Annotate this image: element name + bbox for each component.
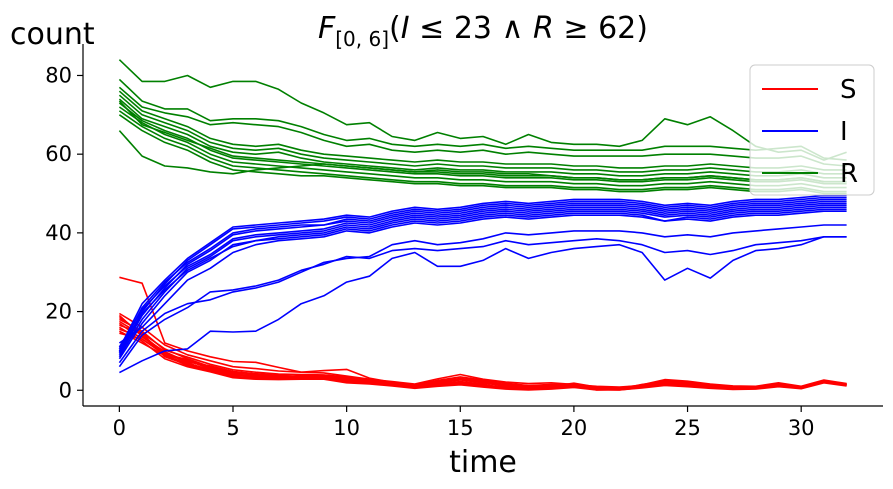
chart-title: F[0, 6](I ≤ 23 ∧ R ≥ 62) [318,11,648,51]
series-line-i-13 [118,236,847,368]
title-open: ( [389,11,401,46]
series-line-i-20 [118,194,847,350]
series-line-s-11 [118,314,847,391]
series-line-s-7 [119,328,847,389]
title-subscript: [0, 6] [335,27,389,51]
series-line-s-10 [119,318,847,390]
title-le: ≤ 23 ∧ [410,11,533,46]
x-tick-label: 0 [113,416,126,440]
y-tick-label: 40 [45,221,72,245]
x-tick-label: 30 [788,416,815,440]
series-line-i-21 [118,202,847,348]
y-tick-label: 60 [45,142,72,166]
x-axis-label: time [449,445,517,480]
y-tick-label: 0 [59,378,72,402]
title-close: ) [636,11,648,46]
title-ge: ≥ 62 [554,11,636,46]
series-line-i-16 [118,204,847,358]
series-line-i-17 [118,200,847,356]
legend-items: SIR [762,75,858,189]
series-line-r-27 [118,90,847,171]
series-line-i-22 [118,210,847,344]
series-line-r-29 [118,98,847,179]
x-tick-label: 15 [447,416,474,440]
title-var-r: R [533,11,554,46]
series-line-i-14 [118,224,847,364]
series-line-i-23 [118,206,847,353]
series-line-r-35 [118,100,847,183]
series-line-r-24 [118,59,847,161]
series-line-i-19 [118,198,847,352]
legend-label-r: R [840,159,858,189]
y-tick-label: 80 [45,63,72,87]
title-main: F [318,11,336,46]
legend: SIR [749,64,875,196]
series-line-r-33 [118,114,847,195]
x-tick-label: 10 [333,416,360,440]
title-var-i: I [401,11,410,46]
legend-label-i: I [840,117,848,147]
x-tick-label: 5 [226,416,239,440]
series-line-r-26 [118,86,847,167]
series-line-r-32 [118,110,847,193]
series-line-r-25 [118,78,847,161]
legend-label-s: S [840,75,857,105]
y-axis-label: count [10,17,95,52]
y-tick-label: 20 [45,300,72,324]
y-ticks: 0 20 40 60 80 [45,63,83,402]
series-line-i-15 [118,208,847,360]
series-line-r-28 [118,94,847,175]
plot-area [118,59,847,391]
series-line-i-18 [118,196,847,354]
series-line-s-2 [118,316,847,390]
x-tick-label: 25 [674,416,701,440]
x-ticks: 0 5 10 15 20 25 30 [113,406,815,440]
x-tick-label: 20 [561,416,588,440]
series-line-r-30 [118,102,847,185]
series-line-r-31 [118,106,847,189]
series-line-i-12 [119,236,847,374]
